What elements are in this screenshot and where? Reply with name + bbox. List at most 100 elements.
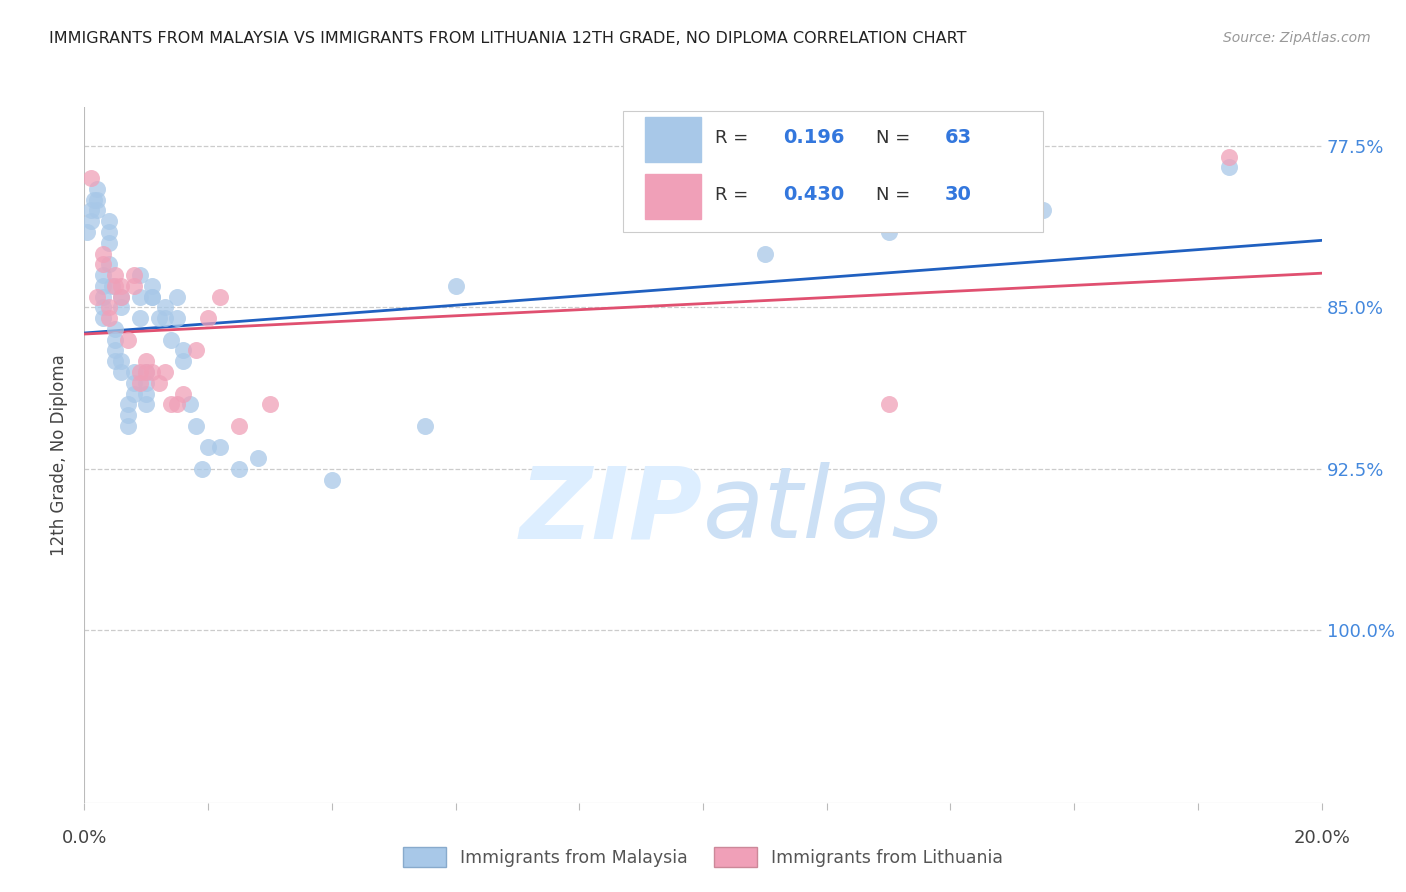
Point xyxy=(1218,161,1240,175)
Text: 0.196: 0.196 xyxy=(783,128,845,147)
Point xyxy=(86,290,108,304)
Point xyxy=(122,278,145,293)
Point xyxy=(101,278,124,293)
Point xyxy=(117,408,139,422)
Point xyxy=(135,354,157,368)
Point xyxy=(141,365,163,379)
Point xyxy=(91,246,114,260)
Point xyxy=(91,257,114,271)
Point xyxy=(98,301,121,315)
Point xyxy=(110,290,132,304)
Point xyxy=(129,290,152,304)
Point xyxy=(754,246,776,260)
Point xyxy=(117,418,139,433)
Point xyxy=(91,278,114,293)
Point xyxy=(129,268,152,282)
Point xyxy=(153,301,176,315)
Point xyxy=(160,397,183,411)
Text: Source: ZipAtlas.com: Source: ZipAtlas.com xyxy=(1223,31,1371,45)
Point xyxy=(76,225,98,239)
Text: IMMIGRANTS FROM MALAYSIA VS IMMIGRANTS FROM LITHUANIA 12TH GRADE, NO DIPLOMA COR: IMMIGRANTS FROM MALAYSIA VS IMMIGRANTS F… xyxy=(49,31,967,46)
Point xyxy=(104,278,127,293)
Point xyxy=(117,333,139,347)
Point xyxy=(91,268,114,282)
Point xyxy=(83,193,105,207)
Point xyxy=(172,386,194,401)
Point xyxy=(122,386,145,401)
Point xyxy=(877,397,900,411)
Text: 30: 30 xyxy=(945,186,972,204)
Point xyxy=(104,268,127,282)
Point xyxy=(135,376,157,390)
Point xyxy=(104,333,127,347)
Point xyxy=(191,462,214,476)
Point xyxy=(148,311,170,326)
Text: R =: R = xyxy=(716,128,755,146)
Point xyxy=(104,343,127,358)
Text: 63: 63 xyxy=(945,128,972,147)
Point xyxy=(129,311,152,326)
Point xyxy=(228,462,250,476)
Point xyxy=(104,322,127,336)
Point xyxy=(184,418,207,433)
Text: atlas: atlas xyxy=(703,462,945,559)
Point xyxy=(98,311,121,326)
Point xyxy=(122,376,145,390)
Text: 0.430: 0.430 xyxy=(783,186,845,204)
Point xyxy=(172,343,194,358)
Point xyxy=(110,290,132,304)
Point xyxy=(166,311,188,326)
Point xyxy=(141,290,163,304)
Point xyxy=(228,418,250,433)
Point xyxy=(117,397,139,411)
Point xyxy=(197,441,219,455)
Y-axis label: 12th Grade, No Diploma: 12th Grade, No Diploma xyxy=(51,354,69,556)
Point xyxy=(86,193,108,207)
Point xyxy=(129,376,152,390)
Point xyxy=(160,333,183,347)
Point xyxy=(1032,203,1054,218)
Point xyxy=(86,182,108,196)
Point xyxy=(98,257,121,271)
Point xyxy=(141,278,163,293)
Point xyxy=(153,365,176,379)
Point xyxy=(246,451,269,466)
Point xyxy=(98,235,121,250)
Point xyxy=(1218,150,1240,164)
Point xyxy=(98,225,121,239)
Point xyxy=(91,311,114,326)
FancyBboxPatch shape xyxy=(645,117,700,162)
Point xyxy=(135,397,157,411)
Point xyxy=(91,301,114,315)
Point xyxy=(91,290,114,304)
Point xyxy=(259,397,281,411)
Text: ZIP: ZIP xyxy=(520,462,703,559)
Point xyxy=(877,225,900,239)
Legend: Immigrants from Malaysia, Immigrants from Lithuania: Immigrants from Malaysia, Immigrants fro… xyxy=(396,840,1010,874)
Point xyxy=(444,278,467,293)
Point xyxy=(79,214,101,228)
Point xyxy=(413,418,436,433)
Text: R =: R = xyxy=(716,186,755,204)
Point xyxy=(98,214,121,228)
Point xyxy=(172,354,194,368)
Text: N =: N = xyxy=(876,186,917,204)
Text: 0.0%: 0.0% xyxy=(62,829,107,847)
Point xyxy=(122,365,145,379)
Point xyxy=(110,365,132,379)
Point xyxy=(79,171,101,186)
Point xyxy=(135,386,157,401)
Point xyxy=(122,268,145,282)
Point xyxy=(104,354,127,368)
Point xyxy=(141,290,163,304)
Point xyxy=(129,365,152,379)
Point xyxy=(209,290,232,304)
Text: N =: N = xyxy=(876,128,917,146)
Point xyxy=(321,473,343,487)
Point xyxy=(148,376,170,390)
FancyBboxPatch shape xyxy=(645,174,700,219)
Point xyxy=(135,365,157,379)
Point xyxy=(197,311,219,326)
Text: 20.0%: 20.0% xyxy=(1294,829,1350,847)
Point xyxy=(110,278,132,293)
